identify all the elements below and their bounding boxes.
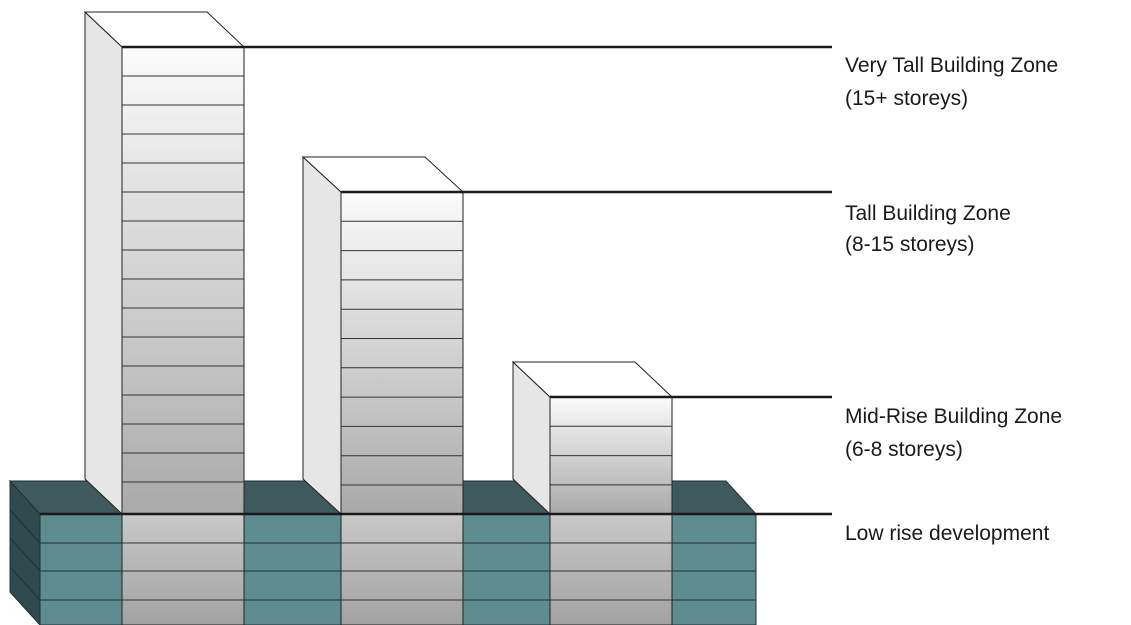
podium-side-floor-line	[9, 509, 41, 544]
podium-side-floor-line	[9, 537, 41, 572]
zone-subtitle: (6-8 storeys)	[845, 438, 963, 461]
mid-rise-tower-base-face	[549, 513, 673, 625]
zone-subtitle: (15+ storeys)	[845, 87, 968, 110]
tall-tower	[301, 155, 465, 625]
zone-labels-layer: Very Tall Building Zone (15+ storeys) Tall…	[845, 54, 1062, 545]
towers-layer	[83, 10, 674, 625]
zone-title: Low rise development	[845, 522, 1049, 545]
very-tall-tower-side-face	[84, 10, 123, 516]
zone-lines-layer	[40, 45, 832, 516]
zone-title: Very Tall Building Zone	[845, 54, 1058, 77]
mid-rise-tower	[511, 360, 674, 625]
zone-title: Mid-Rise Building Zone	[845, 405, 1062, 428]
tall-tower-front-face	[340, 191, 464, 515]
tall-tower-base-face	[340, 513, 464, 625]
tall-tower-side-face	[302, 155, 342, 516]
zone-subtitle: (8-15 storeys)	[845, 233, 975, 256]
zone-title: Tall Building Zone	[845, 202, 1011, 225]
very-tall-tower	[83, 10, 246, 625]
podium-side-floor-line	[9, 566, 41, 601]
very-tall-tower-base-face	[121, 513, 245, 625]
very-tall-tower-front-face	[121, 46, 245, 515]
